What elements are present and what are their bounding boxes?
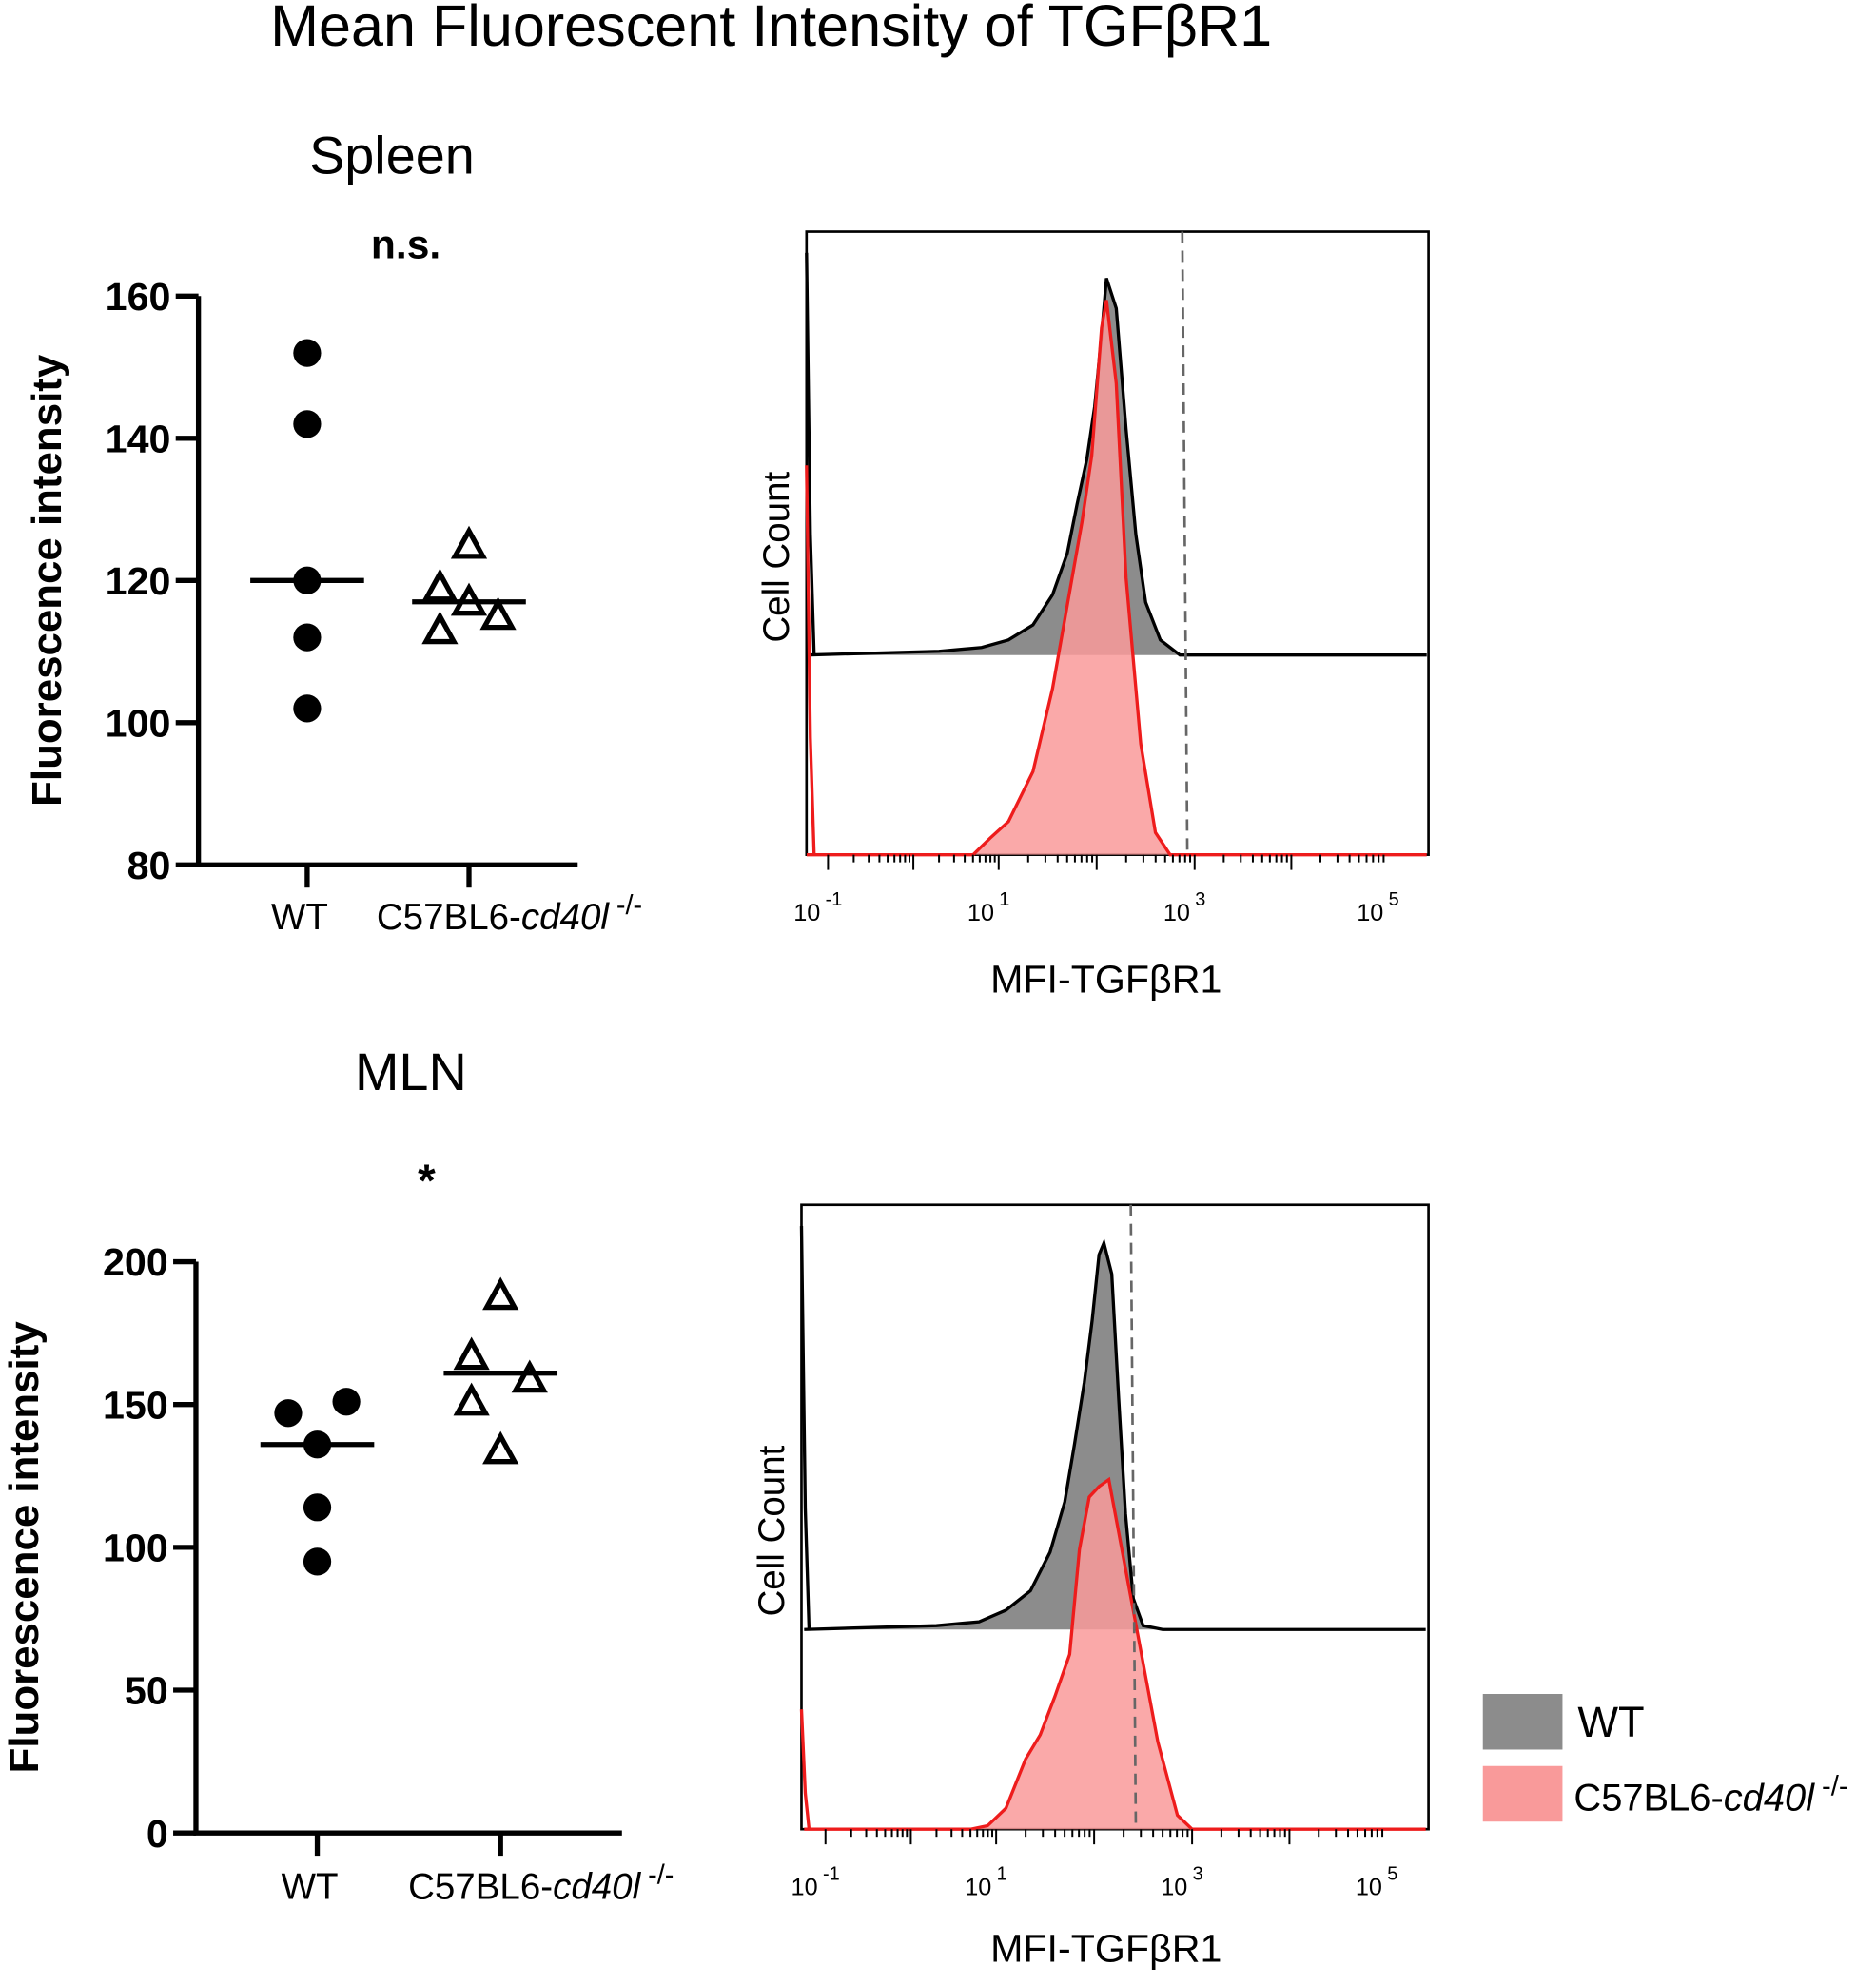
gate-dashed-line	[1181, 231, 1189, 855]
histogram-line-ko	[804, 1476, 1426, 1831]
data-point-wt	[293, 694, 322, 723]
data-point-wt	[274, 1399, 303, 1428]
category-label: C57BL6-cd40l -/-	[377, 890, 642, 938]
histogram-edge-spike	[799, 1226, 811, 1630]
histogram-line-wt	[804, 1237, 1426, 1631]
data-point-ko	[453, 1336, 490, 1371]
x-axis-label: MFI-TGFβR1	[990, 958, 1221, 1002]
data-point-ko	[511, 1359, 548, 1393]
y-tick-label: 50	[125, 1669, 168, 1713]
y-axis-label: Fluorescence intensity	[24, 354, 70, 807]
category-label: WT	[282, 1866, 339, 1907]
data-point-wt	[332, 1388, 361, 1416]
histogram-edge-spike	[799, 1709, 811, 1830]
panel-title: Spleen	[309, 125, 475, 185]
y-tick-label: 0	[147, 1812, 168, 1856]
y-tick-label: 140	[106, 417, 171, 460]
y-axis-label: Cell Count	[756, 472, 797, 643]
y-axis-label: Fluorescence intensity	[1, 1321, 48, 1774]
data-point-ko	[453, 1382, 490, 1416]
spleen-histogram: 10 -1 10 1 10 3 10 5 MFI-TGFβR1 Cell Count	[756, 230, 1430, 1002]
data-point-ko	[421, 611, 459, 645]
y-tick-label: 100	[106, 701, 171, 745]
x-axis-label: MFI-TGFβR1	[990, 1927, 1221, 1971]
legend-label-ko: C57BL6-cd40l -/-	[1573, 1771, 1847, 1819]
data-point-wt	[293, 339, 322, 367]
x-tick-label: 10 -1	[793, 889, 842, 926]
mln-scatter-plot: MLN * 0 50 100 150 200 Fluorescence intensity WT…	[1, 1041, 674, 1907]
data-point-ko	[482, 1276, 519, 1311]
data-point-wt	[293, 623, 322, 652]
data-point-ko	[479, 596, 517, 631]
data-point-wt	[303, 1547, 332, 1576]
y-tick-label: 100	[103, 1526, 168, 1569]
legend-label-wt: WT	[1577, 1698, 1644, 1746]
histogram-fill-ko	[804, 1479, 1429, 1830]
y-tick-label: 120	[106, 559, 171, 603]
y-axis-label: Cell Count	[752, 1445, 792, 1616]
x-tick-label: 10 5	[1356, 1863, 1397, 1900]
category-label: C57BL6-cd40l -/-	[408, 1859, 674, 1907]
histogram-line-ko	[806, 300, 1427, 857]
data-point-ko	[450, 525, 488, 559]
histogram-edge-spike	[805, 252, 816, 655]
data-point-wt	[293, 410, 322, 438]
legend-swatch-ko	[1482, 1765, 1563, 1822]
y-tick-label: 200	[103, 1240, 168, 1284]
significance-label: *	[418, 1156, 436, 1206]
category-label: WT	[271, 897, 328, 938]
histogram-fill-ko	[806, 300, 1429, 855]
x-tick-label: 10 3	[1161, 1863, 1202, 1900]
y-tick-label: 160	[106, 275, 171, 319]
data-point-ko	[482, 1430, 519, 1465]
x-tick-label: 10 -1	[791, 1863, 840, 1900]
gate-dashed-line	[1129, 1204, 1138, 1830]
y-tick-label: 150	[103, 1383, 168, 1427]
y-tick-label: 80	[127, 844, 171, 887]
mln-histogram: 10 -1 10 1 10 3 10 5 MFI-TGFβR1 Cell Count	[752, 1203, 1430, 1971]
panel-title: MLN	[355, 1041, 467, 1101]
legend-swatch-wt	[1482, 1694, 1563, 1750]
significance-label: n.s.	[371, 223, 440, 267]
spleen-scatter-plot: Spleen n.s. 80 100 120 140 160 Fluorescence int…	[24, 125, 642, 938]
data-point-wt	[303, 1493, 332, 1522]
data-point-ko	[421, 568, 459, 602]
histogram-edge-spike	[805, 465, 816, 855]
x-tick-label: 10 1	[967, 889, 1009, 926]
histogram-fill-wt	[804, 1242, 1429, 1630]
figure-title: Mean Fluorescent Intensity of TGFβR1	[270, 0, 1272, 58]
x-tick-label: 10 1	[965, 1863, 1006, 1900]
x-tick-label: 10 5	[1357, 889, 1398, 926]
x-tick-label: 10 3	[1163, 889, 1205, 926]
legend: WT C57BL6-cd40l -/-	[1482, 1694, 1848, 1822]
